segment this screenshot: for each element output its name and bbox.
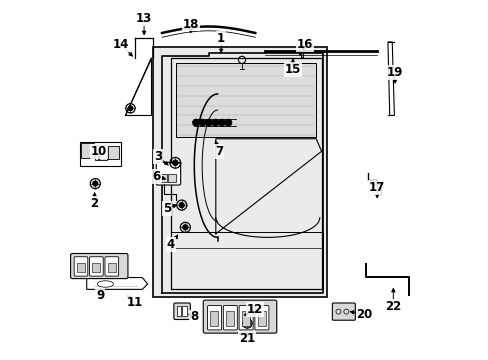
Text: 22: 22 [385,300,401,313]
Text: 15: 15 [284,63,301,76]
FancyBboxPatch shape [239,306,253,330]
Circle shape [128,106,133,111]
Circle shape [199,119,206,126]
FancyBboxPatch shape [156,162,180,185]
Text: 18: 18 [182,18,199,31]
Polygon shape [125,58,151,116]
Circle shape [93,181,98,186]
Text: 16: 16 [296,38,312,51]
Text: 5: 5 [163,202,171,215]
FancyBboxPatch shape [203,300,276,333]
Bar [168,174,176,182]
Circle shape [205,119,212,126]
Circle shape [244,321,249,326]
Text: 13: 13 [136,12,152,25]
FancyBboxPatch shape [254,306,268,330]
Polygon shape [387,42,394,116]
Bar [182,306,186,316]
Bar [226,311,234,326]
Bar [176,63,316,137]
FancyBboxPatch shape [174,303,190,319]
Text: 12: 12 [246,303,263,316]
Circle shape [224,119,231,126]
Circle shape [218,119,225,126]
Text: 7: 7 [215,145,223,158]
Text: 9: 9 [96,289,104,302]
FancyBboxPatch shape [89,257,103,276]
Text: 6: 6 [152,170,161,183]
Polygon shape [86,278,147,289]
Bar [242,311,249,326]
Bar [77,263,85,272]
Bar [92,263,100,272]
Text: 10: 10 [91,145,107,158]
Bar [108,145,119,159]
Circle shape [192,119,199,126]
Bar [153,47,326,297]
Circle shape [172,160,178,166]
FancyBboxPatch shape [332,303,355,320]
Text: 2: 2 [90,197,99,210]
FancyBboxPatch shape [74,257,88,276]
Text: 1: 1 [217,32,225,45]
Text: 21: 21 [239,332,255,345]
Bar [94,145,107,160]
Text: 17: 17 [368,181,385,194]
Circle shape [183,225,187,230]
Text: 11: 11 [127,296,143,309]
Text: 4: 4 [166,238,175,251]
Text: 20: 20 [356,308,372,321]
Text: 8: 8 [190,310,198,324]
Ellipse shape [97,281,113,287]
Bar [210,311,218,326]
Bar [80,142,121,166]
FancyBboxPatch shape [105,257,119,276]
Bar [108,263,116,272]
Bar [159,174,167,182]
Text: 19: 19 [386,66,403,79]
FancyBboxPatch shape [223,306,237,330]
FancyBboxPatch shape [207,306,221,330]
FancyBboxPatch shape [70,253,128,279]
Bar [176,306,181,316]
Circle shape [179,203,184,208]
Bar [81,143,93,158]
Text: 3: 3 [154,150,162,163]
Circle shape [211,119,219,126]
Bar [257,311,265,326]
Text: 14: 14 [112,38,129,51]
